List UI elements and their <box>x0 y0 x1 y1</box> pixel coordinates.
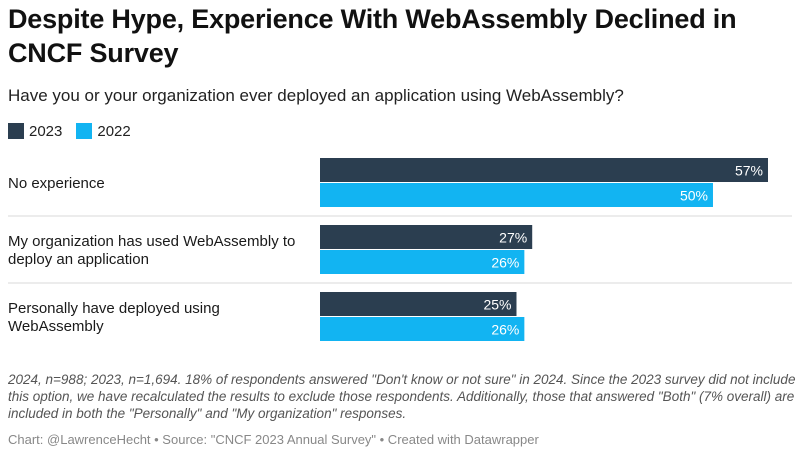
bar-2023 <box>320 225 533 249</box>
category-label-line: My organization has used WebAssembly to <box>8 233 295 250</box>
data-label: 50% <box>680 188 708 204</box>
legend-item-2023: 2023 <box>8 123 62 140</box>
data-label: 27% <box>499 230 527 246</box>
category-label: My organization has used WebAssembly to d… <box>8 233 295 268</box>
chart-subtitle: Have you or your organization ever deplo… <box>8 86 624 105</box>
footnote: 2024, n=988; 2023, n=1,694. 18% of respo… <box>8 372 796 421</box>
legend-item-2022: 2022 <box>76 122 131 140</box>
data-label: 26% <box>491 322 519 338</box>
bar-2023 <box>320 292 517 316</box>
category-label-line: deploy an application <box>8 251 149 268</box>
chart-title: Despite Hype, Experience With WebAssembl… <box>8 4 737 68</box>
category-label-line: No experience <box>8 175 105 192</box>
legend-label-2023: 2023 <box>29 122 63 140</box>
bar-2022 <box>320 250 525 274</box>
bar-2023 <box>320 158 768 182</box>
bar-2022 <box>320 183 713 207</box>
credit-line: Chart: @LawrenceHecht • Source: "CNCF 20… <box>8 432 539 447</box>
legend-swatch-2023 <box>8 123 24 139</box>
bar-chart: No experience 57% 50% My organization has u… <box>8 158 792 341</box>
legend: 2023 2022 <box>8 122 145 140</box>
category-label: No experience <box>8 175 105 192</box>
data-label: 26% <box>491 255 519 271</box>
category-label-line: WebAssembly <box>8 318 104 335</box>
legend-label-2022: 2022 <box>97 122 131 140</box>
data-label: 25% <box>483 297 511 313</box>
category-label-line: Personally have deployed using <box>8 300 220 317</box>
legend-swatch-2022 <box>76 123 93 139</box>
bar-2022 <box>320 317 525 341</box>
data-label: 57% <box>735 163 763 179</box>
category-label: Personally have deployed using WebAssembl… <box>8 300 220 335</box>
